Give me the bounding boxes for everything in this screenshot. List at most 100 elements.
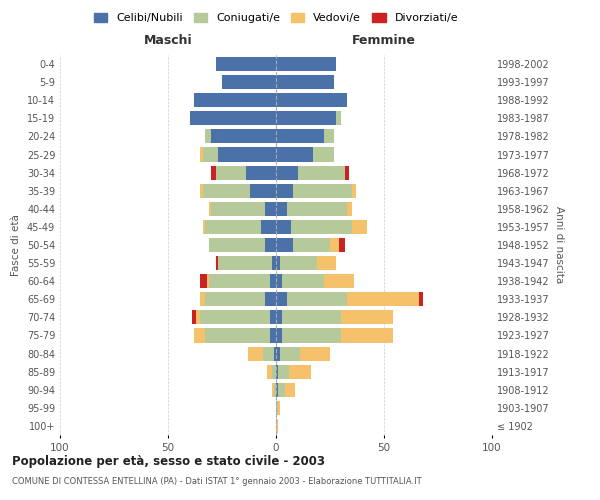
Bar xyxy=(265,238,276,252)
Bar xyxy=(268,364,272,378)
Bar xyxy=(338,238,345,252)
Bar xyxy=(272,256,276,270)
Bar xyxy=(203,220,205,234)
Bar xyxy=(341,310,392,324)
Text: Popolazione per età, sesso e stato civile - 2003: Popolazione per età, sesso e stato civil… xyxy=(12,455,325,468)
Bar xyxy=(276,184,293,198)
Bar xyxy=(276,57,337,71)
Bar xyxy=(200,184,203,198)
Bar xyxy=(313,148,334,162)
Bar xyxy=(276,256,280,270)
Bar xyxy=(209,202,211,216)
Bar xyxy=(352,220,367,234)
Bar xyxy=(276,130,323,143)
Bar xyxy=(263,346,274,360)
Bar xyxy=(276,346,280,360)
Bar xyxy=(280,346,300,360)
Bar xyxy=(200,274,207,288)
Bar xyxy=(276,382,278,397)
Bar xyxy=(215,256,218,270)
Bar xyxy=(280,256,317,270)
Bar xyxy=(276,310,283,324)
Bar xyxy=(276,148,313,162)
Bar xyxy=(274,382,276,397)
Bar xyxy=(274,346,276,360)
Bar xyxy=(215,166,246,179)
Bar xyxy=(246,166,276,179)
Bar xyxy=(205,130,211,143)
Bar xyxy=(291,220,352,234)
Bar xyxy=(196,310,200,324)
Bar xyxy=(192,310,196,324)
Bar xyxy=(276,274,283,288)
Bar xyxy=(205,328,269,342)
Bar xyxy=(293,184,352,198)
Y-axis label: Fasce di età: Fasce di età xyxy=(11,214,21,276)
Bar xyxy=(341,328,392,342)
Text: Femmine: Femmine xyxy=(352,34,416,48)
Bar xyxy=(272,364,276,378)
Bar xyxy=(278,382,284,397)
Bar xyxy=(283,310,341,324)
Bar xyxy=(261,220,276,234)
Bar xyxy=(203,148,218,162)
Bar xyxy=(211,130,276,143)
Bar xyxy=(278,364,289,378)
Bar xyxy=(276,401,278,415)
Bar xyxy=(276,166,298,179)
Bar xyxy=(323,130,334,143)
Legend: Celibi/Nubili, Coniugati/e, Vedovi/e, Divorziati/e: Celibi/Nubili, Coniugati/e, Vedovi/e, Di… xyxy=(89,8,463,28)
Bar xyxy=(211,202,265,216)
Bar xyxy=(283,274,323,288)
Bar xyxy=(330,238,338,252)
Bar xyxy=(194,328,205,342)
Bar xyxy=(276,419,278,433)
Bar xyxy=(300,346,330,360)
Bar xyxy=(298,166,345,179)
Bar xyxy=(205,292,265,306)
Bar xyxy=(209,238,265,252)
Bar xyxy=(200,310,269,324)
Bar xyxy=(194,93,276,108)
Bar xyxy=(250,184,276,198)
Bar xyxy=(317,256,337,270)
Bar xyxy=(265,292,276,306)
Bar xyxy=(215,57,276,71)
Bar xyxy=(347,202,352,216)
Bar xyxy=(278,401,280,415)
Bar xyxy=(218,256,272,270)
Bar xyxy=(276,202,287,216)
Bar xyxy=(269,328,276,342)
Bar xyxy=(337,112,341,126)
Bar xyxy=(200,148,203,162)
Bar xyxy=(287,202,347,216)
Y-axis label: Anni di nascita: Anni di nascita xyxy=(554,206,563,284)
Bar xyxy=(203,184,250,198)
Bar xyxy=(209,274,269,288)
Bar xyxy=(347,292,419,306)
Bar xyxy=(352,184,356,198)
Text: COMUNE DI CONTESSA ENTELLINA (PA) - Dati ISTAT 1° gennaio 2003 - Elaborazione TU: COMUNE DI CONTESSA ENTELLINA (PA) - Dati… xyxy=(12,478,422,486)
Bar xyxy=(289,364,311,378)
Bar xyxy=(272,382,274,397)
Bar xyxy=(269,274,276,288)
Bar xyxy=(265,202,276,216)
Bar xyxy=(323,274,354,288)
Bar xyxy=(207,274,209,288)
Text: Maschi: Maschi xyxy=(143,34,193,48)
Bar xyxy=(287,292,347,306)
Bar xyxy=(222,75,276,89)
Bar xyxy=(218,148,276,162)
Bar xyxy=(345,166,349,179)
Bar xyxy=(200,292,205,306)
Bar xyxy=(269,310,276,324)
Bar xyxy=(276,328,283,342)
Bar xyxy=(276,238,293,252)
Bar xyxy=(276,93,347,108)
Bar xyxy=(248,346,263,360)
Bar xyxy=(276,75,334,89)
Bar xyxy=(419,292,423,306)
Bar xyxy=(276,112,337,126)
Bar xyxy=(283,328,341,342)
Bar xyxy=(205,220,261,234)
